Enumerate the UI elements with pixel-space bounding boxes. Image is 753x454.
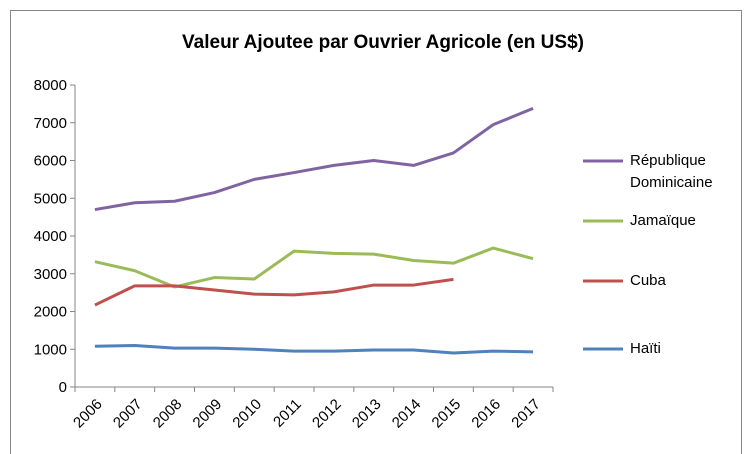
y-tick-label: 7000 <box>34 115 67 132</box>
y-tick-label: 1000 <box>34 341 67 358</box>
series-line <box>94 246 534 289</box>
series-line <box>94 343 534 355</box>
legend-label: Haïti <box>630 340 661 357</box>
series-line <box>94 107 534 212</box>
y-tick-label: 4000 <box>34 228 67 245</box>
legend-label: Jamaïque <box>630 212 696 229</box>
legend-label: République Dominicaine <box>630 152 713 191</box>
legend-label: Cuba <box>630 272 666 289</box>
y-tick-label: 3000 <box>34 266 67 283</box>
y-tick-label: 5000 <box>34 190 67 207</box>
chart-title: Valeur Ajoutee par Ouvrier Agricole (en … <box>182 32 584 53</box>
chart-border <box>10 10 742 454</box>
series-line <box>94 277 454 307</box>
y-tick-label: 8000 <box>34 77 67 94</box>
y-tick-label: 2000 <box>34 304 67 321</box>
y-tick-label: 6000 <box>34 153 67 170</box>
y-tick-label: 0 <box>59 379 67 396</box>
